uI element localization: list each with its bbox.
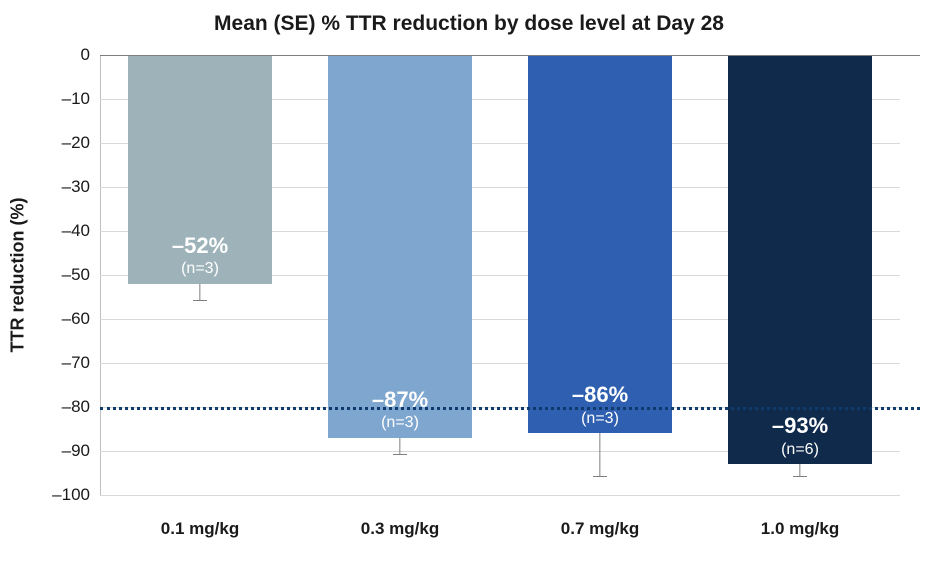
bar — [528, 55, 672, 433]
x-tick-label: 0.7 mg/kg — [561, 519, 639, 539]
chart-title: Mean (SE) % TTR reduction by dose level … — [0, 12, 938, 36]
error-bar — [193, 284, 207, 302]
x-tick-label: 1.0 mg/kg — [761, 519, 839, 539]
y-tick-label: –10 — [62, 89, 100, 109]
x-tick-label: 0.1 mg/kg — [161, 519, 239, 539]
y-tick-label: –100 — [52, 485, 100, 505]
error-bar — [393, 438, 407, 456]
y-tick-label: –50 — [62, 265, 100, 285]
baseline-zero — [100, 55, 920, 56]
reference-line — [100, 407, 920, 410]
bar — [328, 55, 472, 438]
y-tick-label: –70 — [62, 353, 100, 373]
x-tick-label: 0.3 mg/kg — [361, 519, 439, 539]
ttr-reduction-chart: Mean (SE) % TTR reduction by dose level … — [0, 0, 938, 563]
y-tick-label: –40 — [62, 221, 100, 241]
bar — [728, 55, 872, 464]
y-tick-label: –60 — [62, 309, 100, 329]
bar — [128, 55, 272, 284]
error-bar — [793, 464, 807, 477]
y-tick-label: 0 — [81, 45, 100, 65]
error-bar — [593, 433, 607, 477]
y-tick-label: –80 — [62, 397, 100, 417]
plot-area: 0–10–20–30–40–50–60–70–80–90–100–52%(n=3… — [100, 55, 900, 495]
y-tick-label: –30 — [62, 177, 100, 197]
gridline — [100, 495, 900, 496]
y-axis-label: TTR reduction (%) — [8, 198, 29, 353]
y-tick-label: –90 — [62, 441, 100, 461]
y-tick-label: –20 — [62, 133, 100, 153]
